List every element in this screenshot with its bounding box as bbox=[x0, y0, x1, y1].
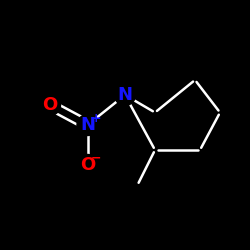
Circle shape bbox=[77, 154, 98, 176]
Text: O: O bbox=[80, 156, 95, 174]
Text: N: N bbox=[80, 116, 95, 134]
Circle shape bbox=[77, 114, 98, 136]
Text: +: + bbox=[90, 112, 101, 124]
Circle shape bbox=[114, 84, 136, 105]
Text: N: N bbox=[118, 86, 132, 104]
Circle shape bbox=[40, 94, 60, 116]
Text: −: − bbox=[90, 152, 101, 164]
Text: O: O bbox=[42, 96, 58, 114]
